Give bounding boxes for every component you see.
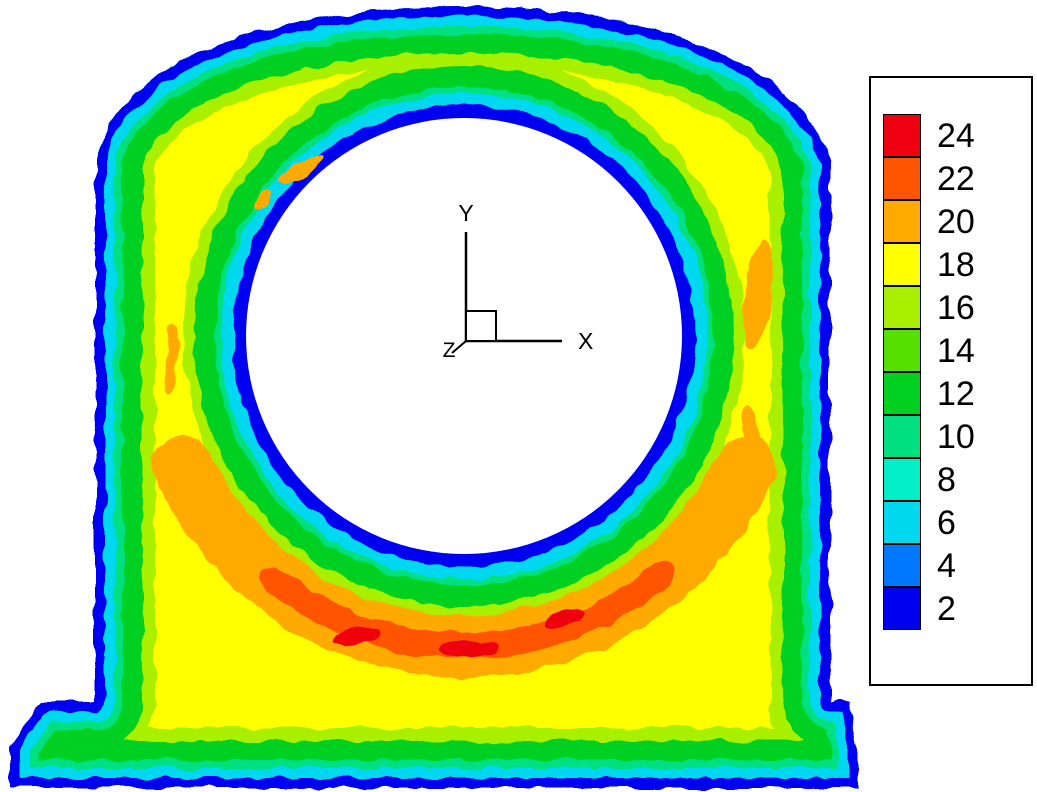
legend-value: 20 [937, 202, 975, 241]
legend-row: 18 [883, 242, 975, 286]
legend-swatch [883, 586, 921, 630]
legend-swatch [883, 156, 921, 200]
hot-streak-orange [743, 239, 773, 351]
legend-swatch [883, 414, 921, 458]
hot-streak-orange [165, 325, 179, 395]
legend-row: 10 [883, 414, 975, 458]
legend-row: 16 [883, 285, 975, 329]
x-axis-label: X [578, 328, 593, 354]
legend-value: 18 [937, 245, 975, 284]
legend-row: 24 [883, 114, 975, 157]
legend-value: 24 [937, 116, 975, 155]
legend-swatch [883, 285, 921, 329]
hot-spot-red [438, 640, 498, 658]
legend-row: 8 [883, 457, 975, 501]
y-axis-label: Y [458, 200, 473, 226]
legend-value: 2 [937, 589, 956, 628]
legend-swatch [883, 328, 921, 372]
legend-swatch [883, 114, 921, 157]
band-blue-edge [10, 6, 858, 788]
z-axis-label: Z [443, 339, 456, 362]
legend-row: 6 [883, 500, 975, 544]
legend-row: 4 [883, 543, 975, 587]
legend-swatch [883, 199, 921, 243]
legend-swatch [883, 457, 921, 501]
legend-value: 4 [937, 546, 956, 585]
legend-value: 14 [937, 331, 975, 370]
legend-value: 12 [937, 374, 975, 413]
legend-row: 2 [883, 586, 975, 630]
legend-value: 22 [937, 159, 975, 198]
legend-swatch [883, 543, 921, 587]
hot-spot-red [332, 625, 380, 647]
origin-square [465, 310, 497, 342]
legend-value: 6 [937, 503, 956, 542]
legend-row: 20 [883, 199, 975, 243]
bore-hole [246, 118, 682, 554]
legend-swatch [883, 371, 921, 415]
legend-swatch [883, 242, 921, 286]
hot-streak-orange [252, 191, 272, 209]
hot-spot-red [547, 607, 585, 629]
z-axis-tick [451, 340, 467, 354]
hot-streak-orange [280, 157, 324, 183]
axis-indicator: Y X Z [443, 200, 594, 362]
legend-swatch [883, 500, 921, 544]
legend-entries: 24 22 20 18 16 14 12 10 8 6 4 2 [883, 114, 975, 630]
legend-row: 22 [883, 156, 975, 200]
legend-value: 10 [937, 417, 975, 456]
hot-streak-orange [741, 406, 759, 458]
legend-value: 8 [937, 460, 956, 499]
legend-row: 14 [883, 328, 975, 372]
legend-row: 12 [883, 371, 975, 415]
legend-value: 16 [937, 288, 975, 327]
legend-box: 24 22 20 18 16 14 12 10 8 6 4 2 [869, 76, 1033, 686]
